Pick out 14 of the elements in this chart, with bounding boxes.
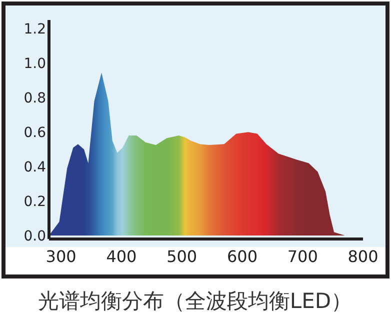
y-tick-label: 0.6 [24,125,46,142]
x-tick-label: 800 [348,247,378,266]
x-tick-label: 700 [287,247,318,266]
y-tick-label: 0.0 [24,228,46,245]
x-tick-label: 600 [226,247,258,266]
y-tick-label: 0.2 [24,194,46,210]
x-tick-label: 400 [106,247,137,266]
y-tick-label: 0.8 [24,90,46,107]
y-tick-label: 1.0 [24,56,46,72]
x-tick-label: 300 [46,247,76,266]
y-tick-label: 1.2 [24,22,46,38]
text: 光谱均衡分布（全波段均衡LED） [38,289,352,313]
y-tick-label: 0.4 [24,160,46,176]
x-tick-label: 500 [166,247,198,266]
